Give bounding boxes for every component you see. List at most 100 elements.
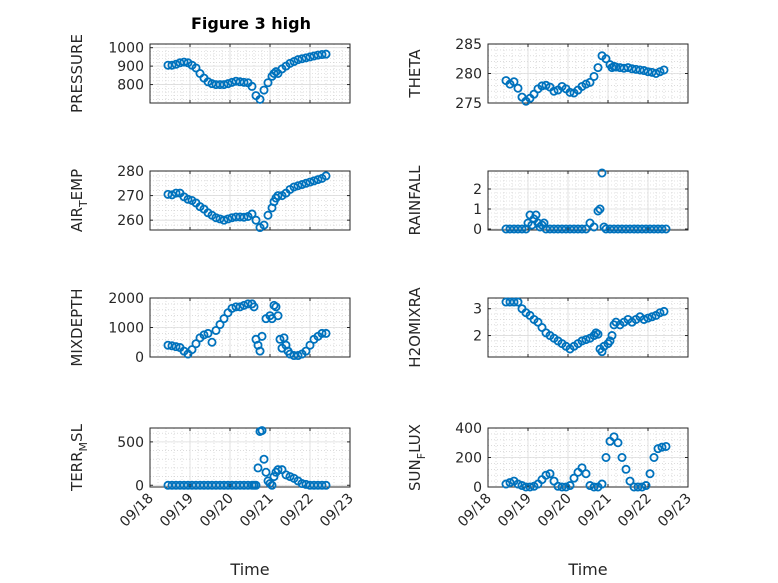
axes-box	[149, 43, 351, 104]
data-point	[215, 320, 225, 330]
data-point	[183, 194, 193, 204]
data-point	[597, 347, 607, 357]
data-point	[545, 469, 555, 479]
data-point	[235, 302, 245, 312]
y-tick-label: 1000	[108, 321, 144, 337]
data-point	[321, 328, 331, 338]
y-tick-label: 275	[455, 96, 482, 112]
data-point	[317, 480, 327, 490]
data-point	[257, 331, 267, 341]
data-point	[621, 464, 631, 474]
data-point	[643, 67, 653, 77]
data-point	[517, 481, 527, 491]
data-point	[321, 171, 331, 181]
data-point	[577, 463, 587, 473]
data-point	[589, 482, 599, 492]
data-point	[231, 302, 241, 312]
data-point	[611, 62, 621, 72]
data-point	[623, 63, 633, 73]
data-point	[203, 328, 213, 338]
x-axis-label: Time	[229, 560, 269, 579]
y-tick-label: 260	[117, 213, 144, 229]
data-point	[513, 297, 523, 307]
data-point	[251, 215, 261, 225]
axes-box	[149, 170, 351, 231]
subplot-mixdepth: 0 1000 2000 MIXDEPTH	[68, 288, 351, 367]
data-point	[513, 83, 523, 93]
data-point	[607, 331, 617, 341]
y-tick-label: 0	[473, 480, 482, 496]
data-point	[593, 63, 603, 73]
data-point	[269, 472, 279, 482]
data-point	[659, 306, 669, 316]
data-point	[219, 80, 229, 90]
y-tick-label: 2000	[108, 291, 144, 307]
y-axis-label: H2OMIXRA	[406, 287, 424, 368]
data-point	[581, 335, 591, 345]
data-point	[531, 210, 541, 220]
data-point	[317, 328, 327, 338]
data-point	[265, 479, 275, 489]
data-point	[569, 473, 579, 483]
data-point	[637, 482, 647, 492]
data-point	[655, 308, 665, 318]
data-point	[617, 452, 627, 462]
y-tick-label: 800	[117, 78, 144, 94]
y-tick-label: 285	[455, 37, 482, 53]
data-point	[309, 176, 319, 186]
data-point	[643, 313, 653, 323]
data-point	[625, 476, 635, 486]
data-point	[517, 224, 527, 234]
subplot-h2omixra: 2 3 H2OMIXRA	[406, 287, 689, 368]
data-point	[207, 337, 217, 347]
data-point	[249, 302, 259, 312]
data-point	[163, 189, 173, 199]
data-point	[561, 482, 571, 492]
data-point	[577, 224, 587, 234]
data-point	[253, 463, 263, 473]
y-tick-label: 280	[455, 67, 482, 83]
y-tick-label: 0	[135, 350, 144, 366]
data-point	[211, 213, 221, 223]
data-point	[297, 479, 307, 489]
data-point	[263, 78, 273, 88]
data-point	[239, 300, 249, 310]
data-point	[305, 52, 315, 62]
data-point	[609, 432, 619, 442]
y-axis-label-tail: SL	[68, 423, 86, 442]
data-point	[597, 168, 607, 178]
y-tick-label: 2	[473, 182, 482, 198]
data-point	[251, 480, 261, 490]
data-point	[513, 479, 523, 489]
data-point	[263, 210, 273, 220]
y-axis-label-main: SUN	[406, 459, 424, 491]
data-point	[167, 341, 177, 351]
y-tick-label: 400	[455, 421, 482, 437]
data-point	[557, 482, 567, 492]
data-point	[581, 469, 591, 479]
y-tick-label: 0	[473, 222, 482, 238]
data-point	[649, 452, 659, 462]
data-point	[247, 81, 257, 91]
y-axis-label: MIXDEPTH	[68, 288, 86, 366]
axes-box	[487, 297, 689, 358]
y-axis-label-subscript: T	[77, 200, 90, 208]
data-point	[305, 340, 315, 350]
data-point	[661, 224, 671, 234]
data-point	[317, 50, 327, 60]
data-point	[631, 64, 641, 74]
data-point	[223, 214, 233, 224]
data-point	[313, 175, 323, 185]
data-point	[613, 438, 623, 448]
data-point	[227, 303, 237, 313]
data-point	[273, 311, 283, 321]
data-point	[595, 204, 605, 214]
y-axis-label: THETA	[406, 49, 424, 99]
data-point	[581, 224, 591, 234]
data-point	[273, 191, 283, 201]
data-point	[171, 188, 181, 198]
data-point	[601, 452, 611, 462]
data-point	[525, 482, 535, 492]
data-point	[593, 206, 603, 216]
